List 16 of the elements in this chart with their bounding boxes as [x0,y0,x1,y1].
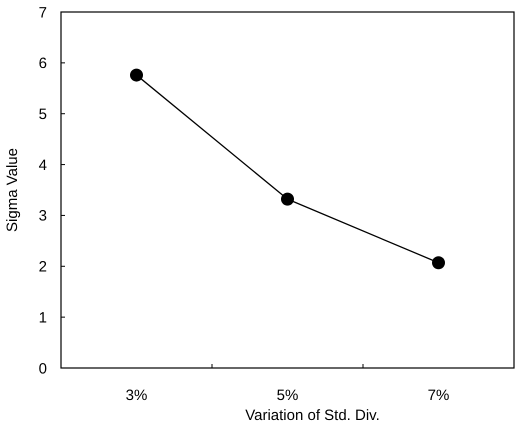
y-tick-label: 0 [38,360,47,378]
y-axis-title: Sigma Value [4,148,21,232]
y-tick-label: 5 [38,106,47,123]
point [432,256,445,270]
x-axis-title: Variation of Std. Div. [245,407,380,424]
x-tick-label: 7% [428,387,450,404]
y-tick-label: 1 [38,309,47,326]
y-tick-label: 6 [38,55,47,72]
y-tick-label: 3 [38,208,47,225]
x-tick-label: 3% [126,387,148,404]
point [281,192,294,206]
y-tick-label: 4 [38,156,47,174]
y-tick-label: 2 [38,258,47,276]
y-tick-label: 7 [38,4,47,22]
x-tick-label: 5% [276,387,298,404]
point [130,68,143,82]
